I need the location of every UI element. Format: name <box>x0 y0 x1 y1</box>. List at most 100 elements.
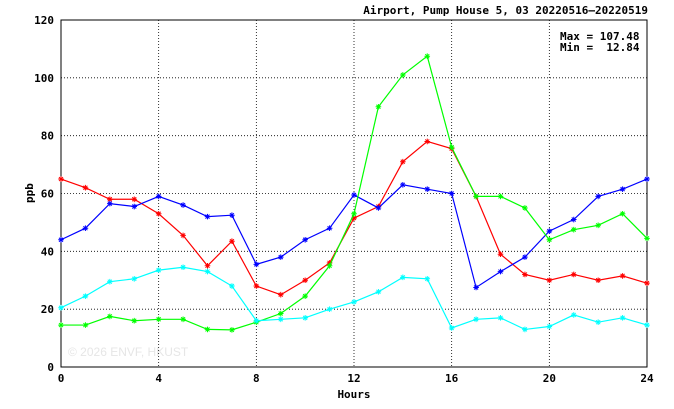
data-point <box>107 313 113 320</box>
y-tick-label: 20 <box>41 303 54 316</box>
data-point <box>131 203 138 210</box>
data-point <box>229 327 235 333</box>
x-axis-label: Hours <box>337 388 370 401</box>
data-point <box>424 53 431 60</box>
x-tick-labels: 0 4 8 12 16 20 24 <box>58 372 654 385</box>
data-point <box>473 193 479 200</box>
data-point <box>351 299 357 305</box>
data-point <box>180 232 186 239</box>
data-point <box>204 268 211 275</box>
data-point <box>326 260 333 266</box>
data-point <box>351 215 357 221</box>
data-point <box>82 322 89 328</box>
data-point <box>82 184 89 191</box>
data-point <box>302 277 308 284</box>
data-point <box>595 222 601 229</box>
chart-title: Airport, Pump House 5, 03 20220516–20220… <box>363 4 648 17</box>
plot-frame <box>60 19 648 368</box>
data-point <box>253 261 260 268</box>
data-point <box>546 228 553 234</box>
min-label: Min = 12.84 <box>560 41 640 54</box>
data-point <box>58 322 64 328</box>
x-tick-label: 0 <box>58 372 65 385</box>
data-point <box>619 273 626 279</box>
data-point <box>473 316 479 323</box>
y-tick-labels: 0 20 40 60 80 100 120 <box>34 14 54 374</box>
y-tick-label: 120 <box>34 14 54 27</box>
data-point <box>326 306 333 312</box>
data-point <box>131 317 138 324</box>
data-point <box>546 277 553 284</box>
data-point <box>58 304 64 311</box>
data-point <box>644 322 650 328</box>
y-tick-label: 40 <box>41 245 54 258</box>
data-point <box>375 289 382 295</box>
max-label: Max = 107.48 <box>560 30 639 43</box>
watermark: © 2026 ENVF, HKUST <box>68 345 189 359</box>
data-point <box>570 226 577 233</box>
data-point <box>570 312 577 318</box>
data-point <box>546 323 553 330</box>
data-point <box>619 315 626 321</box>
data-point <box>326 225 333 231</box>
data-point <box>326 262 333 269</box>
data-point <box>375 205 382 211</box>
data-point <box>619 210 626 217</box>
x-tick-label: 24 <box>640 372 654 385</box>
data-point <box>619 186 626 192</box>
x-tick-label: 20 <box>543 372 556 385</box>
data-point <box>570 271 577 278</box>
data-point <box>497 315 504 321</box>
data-point <box>180 316 186 323</box>
data-point <box>644 280 650 286</box>
data-point <box>302 293 308 299</box>
data-point <box>497 251 504 258</box>
x-tick-label: 16 <box>445 372 459 385</box>
data-point <box>400 158 406 165</box>
data-point <box>204 213 211 220</box>
data-point <box>546 236 553 243</box>
data-point <box>155 210 162 217</box>
data-point <box>204 326 211 333</box>
data-point <box>424 138 431 145</box>
data-point <box>302 315 308 321</box>
data-point <box>448 144 455 151</box>
data-point <box>400 182 406 188</box>
data-point <box>277 316 284 323</box>
data-point <box>277 291 284 298</box>
data-point <box>253 283 260 289</box>
data-point <box>448 190 455 197</box>
data-point <box>497 193 504 200</box>
data-point <box>351 192 357 198</box>
data-point <box>155 267 162 273</box>
data-point <box>595 319 601 325</box>
data-point <box>229 212 235 218</box>
data-point <box>595 193 601 200</box>
data-point <box>58 176 64 182</box>
y-axis-label: ppb <box>23 183 36 203</box>
data-point <box>522 326 528 333</box>
data-point <box>180 264 186 271</box>
series-4 <box>58 264 650 333</box>
data-point <box>180 202 186 208</box>
data-point <box>58 236 64 243</box>
data-point <box>375 103 382 110</box>
data-point <box>522 205 528 211</box>
data-point <box>107 196 113 203</box>
data-point <box>497 268 504 275</box>
series-layer <box>58 53 650 333</box>
data-point <box>82 225 89 231</box>
data-point <box>229 283 235 289</box>
data-point <box>277 310 284 317</box>
data-point <box>107 200 113 207</box>
data-point <box>155 193 162 200</box>
series-1 <box>58 138 650 298</box>
data-point <box>595 277 601 284</box>
data-point <box>473 284 479 291</box>
data-point <box>424 276 431 282</box>
data-point <box>351 210 357 217</box>
y-tick-label: 0 <box>47 361 54 374</box>
series-2 <box>58 176 650 291</box>
x-tick-label: 4 <box>155 372 162 385</box>
